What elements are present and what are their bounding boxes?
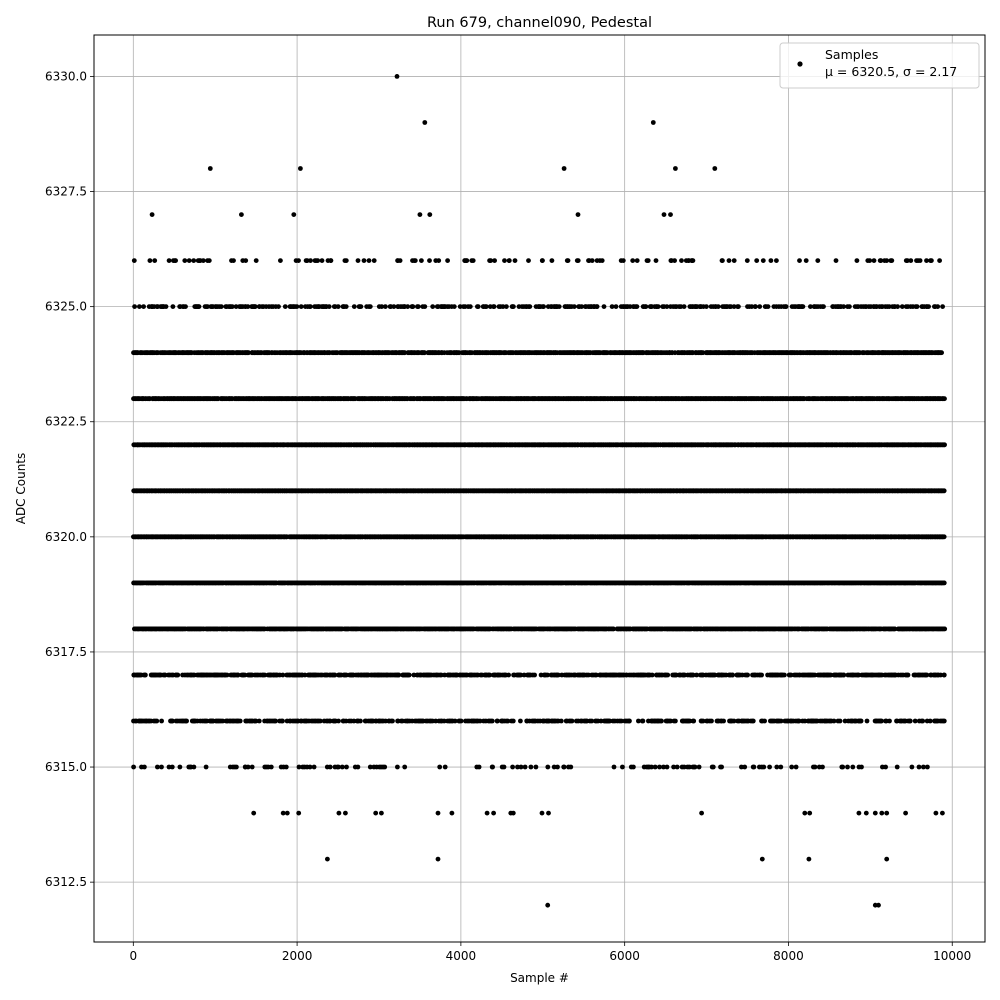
data-point — [892, 626, 898, 632]
data-points — [131, 74, 948, 908]
data-point — [941, 580, 947, 586]
data-point — [942, 626, 948, 632]
data-point — [941, 534, 947, 540]
data-point — [941, 488, 947, 494]
data-point — [611, 626, 616, 632]
